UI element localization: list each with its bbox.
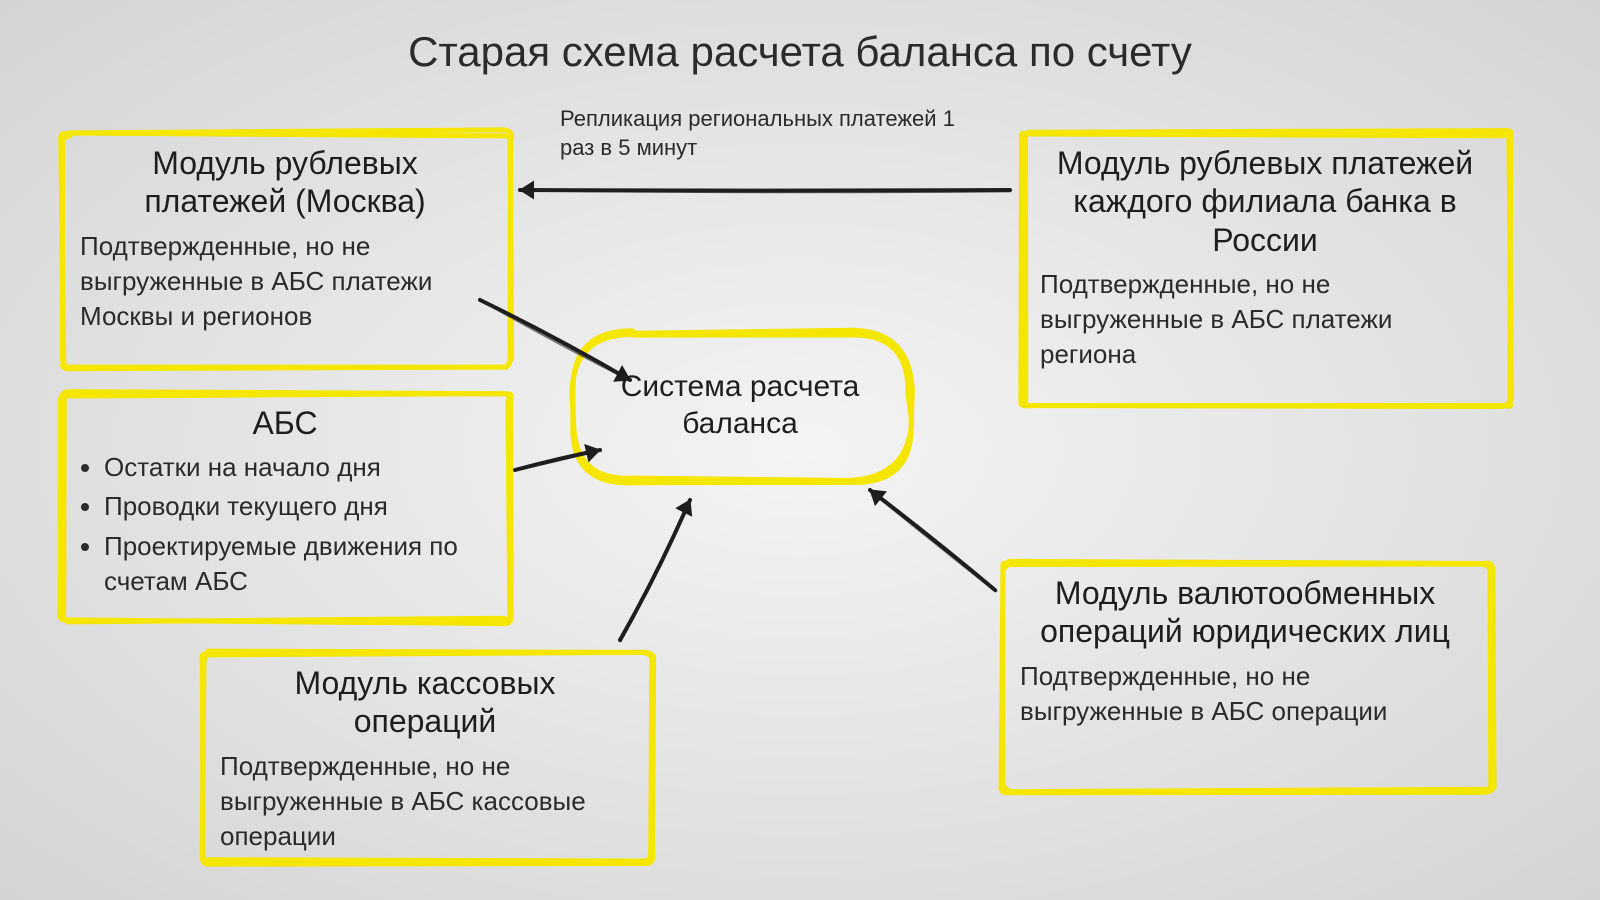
node-regions-body: Подтвержденные, но не выгруженные в АБС … bbox=[1040, 267, 1490, 372]
node-fx: Модуль валютообменных операций юридическ… bbox=[1000, 560, 1490, 790]
node-moscow-title: Модуль рублевых платежей (Москва) bbox=[80, 144, 490, 221]
edge-label-replication: Репликация региональных платежей 1 раз в… bbox=[560, 105, 960, 162]
node-cash: Модуль кассовых операций Подтвержденные, … bbox=[200, 650, 650, 860]
node-moscow: Модуль рублевых платежей (Москва) Подтвер… bbox=[60, 130, 510, 365]
node-abs: АБС Остатки на начало дня Проводки текущег… bbox=[60, 390, 510, 620]
node-abs-bullet: Остатки на начало дня bbox=[104, 450, 490, 485]
center-node-label: Система расчета баланса bbox=[600, 368, 880, 443]
node-cash-body: Подтвержденные, но не выгруженные в АБС … bbox=[220, 749, 630, 854]
node-abs-body: Остатки на начало дня Проводки текущего д… bbox=[80, 450, 490, 598]
node-cash-title: Модуль кассовых операций bbox=[220, 664, 630, 741]
node-abs-title: АБС bbox=[80, 404, 490, 442]
diagram-title: Старая схема расчета баланса по счету bbox=[0, 28, 1600, 76]
node-moscow-body: Подтвержденные, но не выгруженные в АБС … bbox=[80, 229, 490, 334]
node-regions-title: Модуль рублевых платежей каждого филиала… bbox=[1040, 144, 1490, 259]
node-fx-title: Модуль валютообменных операций юридическ… bbox=[1020, 574, 1470, 651]
node-abs-bullet: Проводки текущего дня bbox=[104, 489, 490, 524]
center-node: Система расчета баланса bbox=[570, 330, 910, 480]
node-abs-bullet: Проектируемые движения по счетам АБС bbox=[104, 529, 490, 599]
node-fx-body: Подтвержденные, но не выгруженные в АБС … bbox=[1020, 659, 1470, 729]
node-regions: Модуль рублевых платежей каждого филиала… bbox=[1020, 130, 1510, 405]
